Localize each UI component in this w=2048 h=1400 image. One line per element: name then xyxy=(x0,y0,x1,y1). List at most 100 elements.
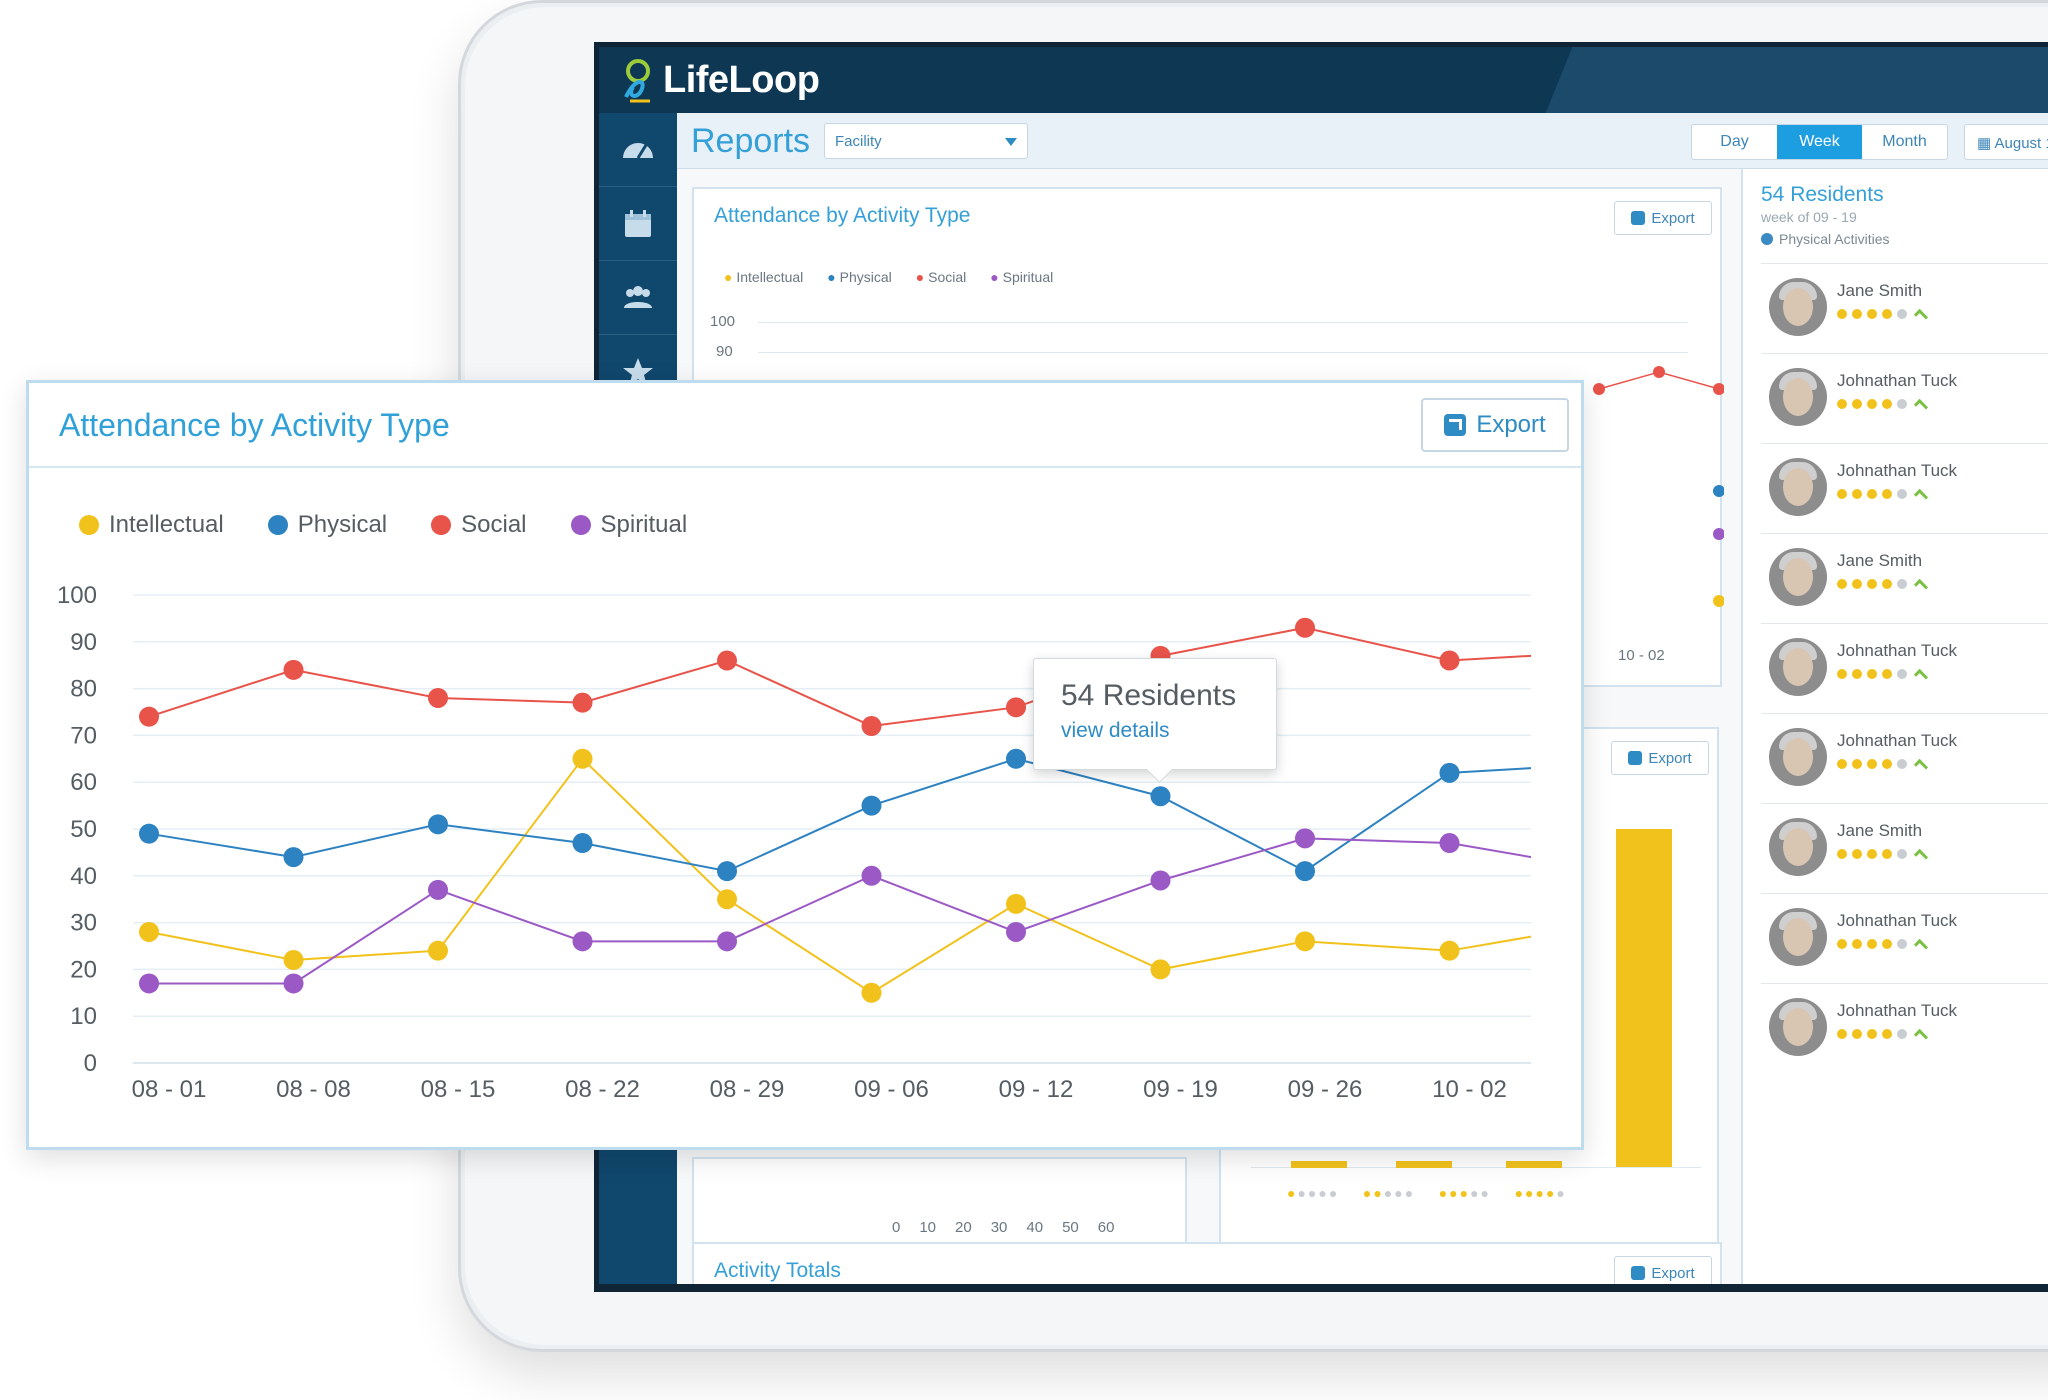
resident-rating xyxy=(1837,758,1929,774)
avatar xyxy=(1769,908,1827,966)
resident-row[interactable]: Johnathan Tuck xyxy=(1761,443,2048,533)
data-point-physical xyxy=(1439,762,1460,783)
export-icon xyxy=(1628,751,1643,765)
avatar-face xyxy=(1783,828,1813,866)
bar-tick: 50 xyxy=(1062,1219,1079,1236)
resident-row[interactable]: Johnathan Tuck xyxy=(1761,353,2048,443)
avatar xyxy=(1769,638,1827,696)
resident-name: Johnathan Tuck xyxy=(1837,371,1958,390)
sidebar-item-dashboard[interactable] xyxy=(599,113,677,187)
chart-card-header: Attendance by Activity Type Export xyxy=(29,383,1581,468)
rating-dot xyxy=(1897,1029,1907,1039)
rating-dot xyxy=(1882,399,1892,409)
sidebar-item-residents[interactable] xyxy=(599,261,677,335)
rating-dot xyxy=(1852,669,1862,679)
resident-rating xyxy=(1837,398,1929,414)
rating-dot xyxy=(1837,489,1847,499)
y-tick-label: 90 xyxy=(70,629,97,656)
legend-swatch xyxy=(267,515,288,535)
rating-dot xyxy=(1882,489,1892,499)
avatar-face xyxy=(1783,1008,1813,1046)
x-tick-label: 08 - 08 xyxy=(276,1076,351,1103)
rating-dot xyxy=(1852,579,1862,589)
chart-tooltip: 54 Residents view details xyxy=(1033,658,1277,770)
residents-category: Physical Activities xyxy=(1761,231,1889,247)
data-point-intellectual xyxy=(572,748,593,769)
rating-dot xyxy=(1852,309,1862,319)
sidebar-item-calendar[interactable] xyxy=(599,187,677,261)
export-button[interactable]: Export xyxy=(1421,398,1569,452)
export-icon xyxy=(1631,1266,1646,1280)
y-tick-label: 20 xyxy=(70,956,97,983)
avatar-face xyxy=(1783,468,1813,506)
bg-attendance-export-button[interactable]: Export xyxy=(1614,201,1712,235)
app-logo[interactable]: LifeLoop xyxy=(621,55,820,105)
resident-row[interactable]: Johnathan Tuck xyxy=(1761,893,2048,983)
data-point-intellectual xyxy=(283,950,304,971)
bg-rating-dots: ●●●●● ●●●●● ●●●●● ●●●●● xyxy=(1287,1185,1567,1201)
resident-row[interactable]: Johnathan Tuck xyxy=(1761,983,2048,1073)
bg-yellow-bar-stub xyxy=(1506,1161,1562,1168)
avatar-face xyxy=(1783,918,1813,956)
bg-yellow-bar-stub xyxy=(1396,1161,1452,1168)
legend-item-social[interactable]: Social xyxy=(431,511,527,539)
bg-export-label: Export xyxy=(1648,749,1692,767)
data-point-intellectual xyxy=(717,889,737,910)
data-point-intellectual xyxy=(1006,893,1026,914)
tab-week[interactable]: Week xyxy=(1777,125,1862,159)
date-picker-button[interactable]: ▦ August 1 xyxy=(1964,124,2048,160)
activity-totals-export-button[interactable]: Export xyxy=(1614,1256,1712,1284)
data-point-spiritual xyxy=(717,931,737,952)
legend-label: Intellectual xyxy=(109,511,224,538)
x-tick-label: 09 - 12 xyxy=(999,1076,1074,1103)
avatar xyxy=(1769,728,1827,786)
dashboard-gauge-icon xyxy=(623,142,653,159)
rating-dot xyxy=(1867,669,1877,679)
x-tick-label: 10 - 02 xyxy=(1432,1076,1507,1103)
data-point-spiritual xyxy=(861,865,882,886)
bg-bar-export-button[interactable]: Export xyxy=(1611,741,1709,775)
x-tick-label: 08 - 29 xyxy=(710,1076,785,1103)
resident-row[interactable]: Johnathan Tuck xyxy=(1761,623,2048,713)
residents-list: Jane Smith Johnathan Tuck Johnathan Tuck Ja… xyxy=(1761,263,2048,1073)
data-point-social xyxy=(572,692,593,713)
rating-dot xyxy=(1897,759,1907,769)
data-point-spiritual xyxy=(1295,828,1315,849)
resident-row[interactable]: Jane Smith xyxy=(1761,533,2048,623)
tab-month[interactable]: Month xyxy=(1882,133,1927,150)
resident-row[interactable]: Johnathan Tuck xyxy=(1761,713,2048,803)
rating-dot xyxy=(1897,849,1907,859)
legend-label: Physical xyxy=(297,511,388,538)
tab-day[interactable]: Day xyxy=(1720,133,1749,150)
export-icon xyxy=(1631,211,1646,225)
y-tick-label: 30 xyxy=(70,910,97,937)
chart-title: Attendance by Activity Type xyxy=(59,407,450,443)
rating-dot xyxy=(1867,489,1877,499)
avatar xyxy=(1769,278,1827,336)
bg-attendance-title: Attendance by Activity Type xyxy=(714,204,971,227)
legend-item-intellectual[interactable]: Intellectual xyxy=(79,511,224,539)
rating-dot xyxy=(1867,939,1877,949)
app-name: LifeLoop xyxy=(663,58,820,101)
data-point-physical xyxy=(428,814,448,835)
trend-up-icon xyxy=(1913,758,1929,774)
rating-dot xyxy=(1852,399,1862,409)
resident-row[interactable]: Jane Smith xyxy=(1761,803,2048,893)
rating-dot xyxy=(1897,309,1907,319)
residents-panel: 54 Residents week of 09 - 19 Physical Ac… xyxy=(1741,169,2048,1284)
avatar-face xyxy=(1783,378,1813,416)
avatar-face xyxy=(1783,648,1813,686)
series-line-spiritual xyxy=(149,837,1532,985)
rating-dot xyxy=(1867,849,1877,859)
view-details-link[interactable]: view details xyxy=(1061,719,1170,742)
bg-activity-totals-card: Activity Totals Export xyxy=(692,1242,1722,1284)
facility-select[interactable]: Facility xyxy=(824,123,1028,159)
resident-row[interactable]: Jane Smith xyxy=(1761,263,2048,353)
bg-bar-baseline xyxy=(1251,1167,1701,1168)
legend-item-physical[interactable]: Physical xyxy=(267,511,388,539)
calendar-icon xyxy=(625,209,651,237)
rating-dot xyxy=(1867,309,1877,319)
legend-item-spiritual[interactable]: Spiritual xyxy=(570,511,687,539)
x-tick-label: 09 - 26 xyxy=(1288,1076,1363,1103)
